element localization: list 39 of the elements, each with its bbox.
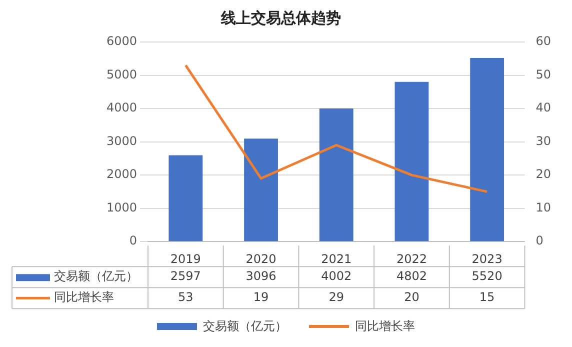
x-tick-label: 2023 [472, 252, 502, 266]
data-label: 5520 [472, 269, 502, 284]
x-tick-label: 2022 [396, 252, 427, 266]
bar [394, 82, 429, 242]
y2-tick-label: 0 [536, 234, 544, 248]
y2-tick-label: 10 [536, 200, 552, 214]
y2-tick-label: 20 [536, 167, 552, 182]
y2-tick-label: 30 [536, 134, 552, 148]
y-tick-label: 4000 [106, 100, 137, 115]
bar [244, 138, 278, 242]
legend-label: 交易额（亿元） [54, 269, 138, 284]
data-label: 4002 [321, 269, 352, 284]
x-tick-label: 2020 [246, 252, 276, 266]
x-tick-label: 2021 [321, 252, 352, 266]
y-tick-label: 6000 [106, 34, 137, 48]
data-label: 19 [253, 290, 269, 304]
x-tick-label: 2019 [170, 252, 201, 266]
legend-label: 同比增长率 [54, 290, 114, 304]
data-label: 4802 [396, 269, 427, 284]
data-label: 29 [328, 290, 344, 304]
y-tick-label: 0 [129, 234, 137, 248]
text: 同比增长率 [355, 319, 415, 333]
bar [319, 108, 354, 242]
data-label: 53 [178, 290, 194, 304]
y-tick-label: 5000 [106, 67, 137, 82]
chart-title: 线上交易总体趋势 [220, 8, 341, 27]
y2-tick-label: 40 [536, 100, 552, 115]
data-label: 3096 [246, 269, 276, 284]
bar [168, 155, 203, 242]
bar [470, 58, 504, 242]
y-tick-label: 2000 [106, 167, 137, 182]
data-label: 2597 [170, 269, 201, 284]
y2-tick-label: 60 [536, 34, 552, 48]
y2-tick-label: 50 [536, 67, 552, 82]
text: 交易额（亿元） [203, 319, 287, 333]
y-tick-label: 1000 [106, 200, 137, 214]
y-tick-label: 3000 [106, 134, 137, 148]
data-label: 20 [404, 290, 420, 304]
data-label: 15 [479, 290, 495, 304]
